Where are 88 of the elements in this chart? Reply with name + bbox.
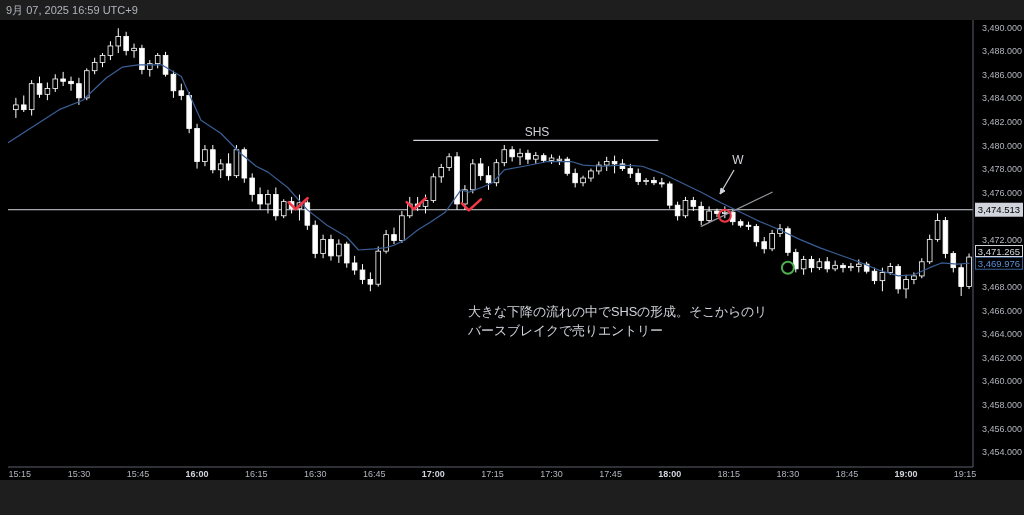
candlestick (115, 27, 122, 54)
y-tick-label: 3,462.000 (982, 352, 1023, 363)
candlestick (903, 274, 909, 299)
candlestick (438, 163, 445, 184)
candlestick (202, 144, 208, 167)
candlestick (919, 257, 925, 279)
x-tick-label: 16:15 (244, 469, 268, 479)
candlestick (666, 181, 673, 210)
text: 3,471.265 (977, 245, 1021, 257)
x-tick-label: 15:30 (67, 469, 91, 479)
x-tick-label: 19:00 (894, 469, 918, 479)
candlestick (525, 149, 531, 165)
candlestick (517, 148, 523, 166)
chart-title: 9月 07, 2025 16:59 UTC+9 (6, 4, 138, 16)
x-tick-label: 15:15 (8, 469, 32, 479)
y-tick-label: 3,468.000 (982, 282, 1023, 293)
candlestick (210, 144, 216, 174)
candlestick (564, 156, 571, 177)
candlestick (343, 241, 350, 269)
candlestick (257, 186, 263, 211)
candlestick (477, 157, 484, 181)
y-tick-label: 3,458.000 (982, 399, 1023, 410)
candlestick (123, 31, 129, 56)
candlestick (139, 44, 145, 75)
y-tick-label: 3,476.000 (982, 187, 1023, 198)
x-tick-label: 17:45 (599, 469, 622, 479)
candlestick (13, 97, 19, 119)
candlestick (68, 76, 74, 92)
x-tick-label: 18:30 (776, 469, 800, 479)
candlestick (895, 263, 901, 295)
candlestick (60, 71, 66, 87)
candlestick (698, 201, 704, 226)
candlestick (320, 234, 326, 259)
annotation: 大きな下降の流れの中でSHSの形成。そこからのリバースブレイクで売りエントリー (467, 304, 768, 338)
candlestick (217, 158, 224, 179)
x-tick-label: 17:30 (540, 469, 563, 479)
y-tick-label: 3,472.000 (982, 234, 1023, 245)
y-tick-label: 3,478.000 (982, 164, 1023, 175)
x-tick-label: 16:30 (303, 469, 327, 479)
candlestick (848, 262, 854, 272)
x-tick-label: 19:15 (953, 469, 977, 479)
candlestick (722, 205, 728, 219)
candlestick (391, 227, 397, 245)
x-tick-label: 15:45 (126, 469, 150, 479)
y-tick-label: 3,482.000 (982, 116, 1023, 127)
candlestick (769, 229, 775, 252)
candlestick (280, 198, 287, 219)
y-tick-label: 3,480.000 (982, 140, 1023, 151)
candlestick (131, 43, 137, 59)
candlestick (572, 168, 578, 188)
candlestick (958, 263, 964, 297)
annotation: W (732, 153, 745, 167)
x-tick-label: 16:00 (185, 469, 209, 479)
candlestick (304, 199, 311, 231)
candlestick (336, 238, 342, 264)
data-label: 3,469.976 (977, 257, 1021, 269)
x-tick-label: 18:45 (835, 469, 859, 479)
x-tick-label: 18:00 (658, 469, 682, 479)
candlestick (785, 225, 791, 257)
candlestick (651, 176, 657, 186)
y-tick-label: 3,490.000 (982, 22, 1023, 33)
candlestick (501, 144, 508, 167)
x-tick-label: 16:45 (363, 469, 386, 479)
candlestick (911, 271, 917, 285)
y-tick-label: 3,486.000 (982, 69, 1023, 80)
x-tick-label: 17:15 (481, 469, 504, 479)
ref-line-label: 3,474.513 (977, 204, 1021, 216)
y-tick-label: 3,464.000 (982, 329, 1023, 340)
annotation: SHS (524, 125, 550, 139)
y-tick-label: 3,488.000 (982, 46, 1023, 57)
candlestick (926, 234, 933, 265)
candlestick (714, 208, 720, 218)
candlestick (792, 248, 799, 273)
y-tick-label: 3,466.000 (982, 305, 1023, 316)
candlestick (273, 186, 279, 221)
candlestick (643, 177, 649, 186)
candlestick (328, 234, 334, 262)
y-tick-label: 3,454.000 (982, 447, 1023, 458)
y-tick-label: 3,460.000 (982, 376, 1023, 387)
y-tick-label: 3,484.000 (982, 93, 1023, 104)
x-tick-label: 18:15 (717, 469, 741, 479)
x-tick-label: 17:00 (421, 469, 445, 479)
candlestick (76, 77, 82, 106)
candlestick (832, 260, 838, 272)
candlestick (249, 172, 255, 203)
y-tick-label: 3,456.000 (982, 423, 1023, 434)
candlestick (840, 262, 846, 273)
candlestick (265, 189, 271, 214)
